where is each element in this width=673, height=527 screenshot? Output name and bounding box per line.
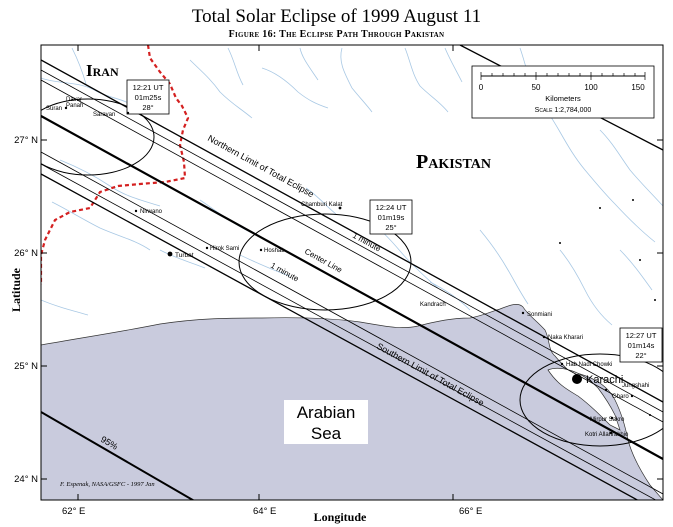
city-saravan: Saravan bbox=[93, 112, 115, 118]
city-suran: Suran bbox=[46, 106, 62, 112]
x-tick-62: 62° E bbox=[62, 506, 85, 517]
y-axis-title: Latitude bbox=[9, 267, 23, 312]
time-box-1-duration: 01m25s bbox=[135, 93, 162, 102]
duration-ellipses bbox=[41, 98, 663, 447]
city-hoshab: Hoshab bbox=[264, 248, 285, 254]
city-mirpur-sakro: Mirpur Sakro bbox=[590, 417, 625, 423]
time-box-3-altitude: 22° bbox=[635, 351, 646, 360]
x-tick-66: 66° E bbox=[459, 506, 482, 517]
map-title: Total Solar Eclipse of 1999 August 11 bbox=[191, 6, 482, 27]
axis-ticks bbox=[41, 45, 663, 500]
time-box-2: 12:24 UT 01m19s 25° bbox=[369, 199, 413, 235]
scale-tick-100: 100 bbox=[584, 83, 598, 92]
pakistan-label: Pakistan bbox=[416, 151, 491, 173]
time-box-3: 12:27 UT 01m14s 22° bbox=[619, 327, 663, 363]
northern-limit-label: Northern Limit of Total Eclipse bbox=[206, 133, 315, 199]
city-naka-kharari: Naka Kharari bbox=[548, 335, 583, 341]
city-chamburi-kalat: Chamburi Kalat bbox=[301, 202, 343, 208]
rivers bbox=[41, 47, 663, 326]
sea-label-line1: Arabian bbox=[297, 403, 356, 422]
y-tick-27: 27° N bbox=[14, 135, 38, 146]
scale-tick-0: 0 bbox=[479, 83, 484, 92]
iran-label: Iran bbox=[86, 61, 119, 80]
time-box-1-altitude: 28° bbox=[142, 103, 153, 112]
scale-unit: Kilometers bbox=[545, 94, 581, 103]
y-tick-24: 24° N bbox=[14, 474, 38, 485]
city-karachi: Karachi bbox=[586, 374, 623, 386]
karachi-marker bbox=[572, 374, 582, 384]
karachi-coast bbox=[547, 367, 621, 431]
scale-bar: 0 50 100 150 Kilometers Scale 1:2,784,00… bbox=[471, 65, 655, 119]
x-axis-title: Longitude bbox=[314, 510, 367, 524]
city-hirok-sami: Hirok Sami bbox=[210, 246, 239, 252]
map-credit: F. Espenak, NASA/GSFC - 1997 Jan bbox=[59, 481, 155, 488]
city-turbat: Turbat bbox=[175, 252, 194, 259]
time-box-1-time: 12:21 UT bbox=[133, 83, 164, 92]
sea-label-box bbox=[284, 400, 368, 444]
time-box-1: 12:21 UT 01m25s 28° bbox=[126, 79, 170, 115]
map-frame bbox=[40, 44, 664, 501]
time-box-2-altitude: 25° bbox=[385, 223, 396, 232]
time-box-2-time: 12:24 UT bbox=[376, 203, 407, 212]
y-tick-25: 25° N bbox=[14, 361, 38, 372]
scale-tick-150: 150 bbox=[631, 83, 645, 92]
scale-ratio: Scale 1:2,784,000 bbox=[535, 107, 592, 114]
time-box-3-duration: 01m14s bbox=[628, 341, 655, 350]
city-nirwano: Nirwano bbox=[140, 209, 163, 215]
map-subtitle: Figure 16: The Eclipse Path Through Paki… bbox=[228, 29, 445, 40]
city-davar: Davar bbox=[66, 97, 82, 103]
city-markers bbox=[64, 106, 656, 435]
time-box-2-duration: 01m19s bbox=[378, 213, 405, 222]
city-kandrach: Kandrach bbox=[420, 302, 446, 308]
sea-label-line2: Sea bbox=[311, 424, 342, 443]
city-hab-nadi-chowki: Hab Nadi Chowki bbox=[566, 362, 612, 368]
city-gharo: Gharo bbox=[612, 394, 629, 400]
time-box-3-time: 12:27 UT bbox=[626, 331, 657, 340]
city-panah: Panah bbox=[66, 103, 83, 109]
city-sonmiani: Sonmiani bbox=[527, 312, 552, 318]
iran-pakistan-border bbox=[41, 45, 190, 285]
x-tick-64: 64° E bbox=[253, 506, 276, 517]
y-tick-26: 26° N bbox=[14, 248, 38, 259]
scale-tick-50: 50 bbox=[532, 83, 541, 92]
city-jungshahi: Jungshahi bbox=[622, 383, 649, 389]
city-kotri-allahrakhio: Kotri Allahrakhio bbox=[585, 432, 629, 438]
